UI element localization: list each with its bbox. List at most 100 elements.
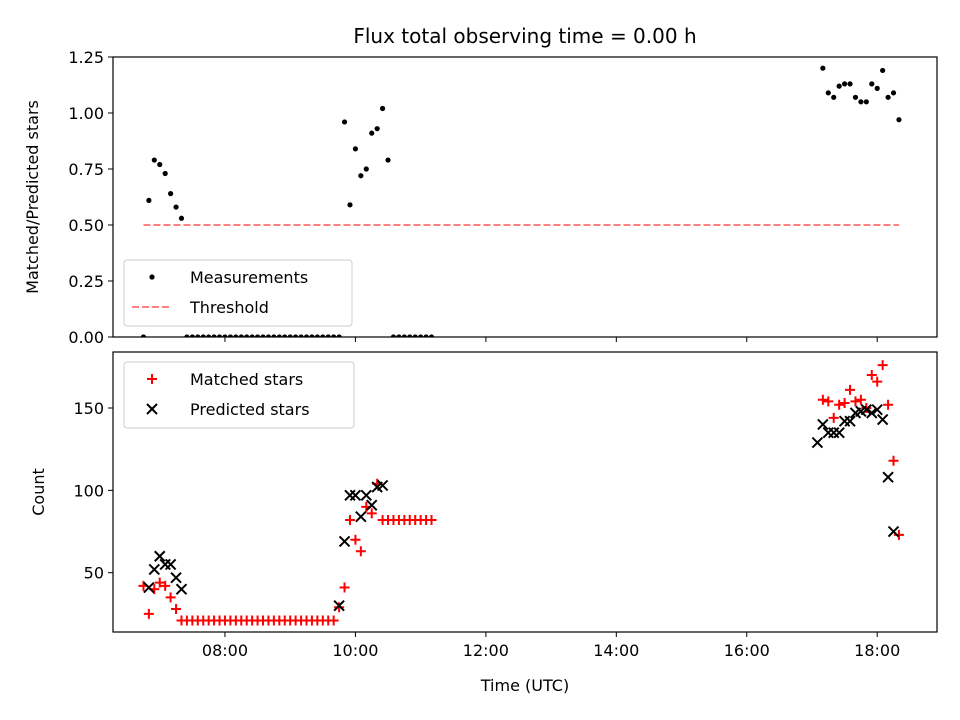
measurement-point <box>178 215 185 221</box>
measurement-point <box>825 90 831 96</box>
predicted-star-point <box>170 571 182 584</box>
matched-star-point <box>828 412 839 423</box>
measurement-point <box>358 173 364 179</box>
measurement-point <box>880 67 886 74</box>
measurement-point <box>249 334 255 337</box>
x-tick-label: 16:00 <box>724 641 770 660</box>
measurement-point <box>260 334 266 337</box>
matched-star-point <box>845 384 856 395</box>
measurement-point <box>162 170 168 177</box>
chart-title: Flux total observing time = 0.00 h <box>353 24 696 48</box>
matched-star-point <box>888 455 899 466</box>
measurement-point <box>157 161 163 168</box>
matched-star-point <box>426 515 437 525</box>
predicted-star-point <box>360 489 372 502</box>
measurement-point <box>320 334 326 337</box>
measurement-point <box>407 334 413 337</box>
measurement-point <box>831 94 837 100</box>
predicted-star-point <box>333 599 345 612</box>
count-axes: 08:00 10:00 12:00 14:00 16:00 18:00 50 100 150 C… <box>29 351 938 695</box>
matched-star-point <box>850 396 861 407</box>
measurement-point <box>151 157 157 163</box>
x-tick-label: 14:00 <box>593 641 639 660</box>
measurement-point <box>200 334 206 337</box>
measurement-point <box>216 334 223 337</box>
measurement-point <box>244 334 250 337</box>
ratio-y-tick-label: 0.75 <box>68 160 104 179</box>
measurement-point <box>428 334 435 337</box>
matched-star-point <box>817 394 828 405</box>
count-plot-area <box>138 360 904 626</box>
measurement-point <box>146 197 152 203</box>
matched-star-point <box>165 592 176 603</box>
predicted-star-point <box>175 583 188 595</box>
x-tick-label: 12:00 <box>463 641 509 660</box>
measurement-point <box>222 334 228 337</box>
predicted-star-point <box>159 558 171 571</box>
matched-star-point <box>366 508 377 519</box>
predicted-star-point <box>164 558 177 571</box>
legend-measurement-handle <box>149 274 155 280</box>
measurement-point <box>896 117 902 123</box>
matched-star-point <box>823 396 834 407</box>
x-tick-label: 18:00 <box>854 641 900 660</box>
predicted-star-point <box>349 489 362 502</box>
predicted-star-point <box>838 415 851 427</box>
measurement-point <box>195 334 201 337</box>
measurement-point <box>293 334 299 337</box>
matched-star-point <box>355 546 366 557</box>
predicted-star-point <box>376 479 389 492</box>
legend-predicted-handle <box>146 403 158 415</box>
matched-star-point <box>328 615 339 626</box>
measurement-point <box>309 334 315 337</box>
measurement-point <box>298 334 304 337</box>
legend-matched-handle <box>147 374 157 384</box>
predicted-star-point <box>833 426 845 439</box>
predicted-star-point <box>344 489 356 502</box>
legend-label: Matched stars <box>190 370 303 389</box>
measurement-point <box>352 146 359 152</box>
matched-star-point <box>171 603 182 614</box>
predicted-star-point <box>887 525 900 538</box>
measurement-point <box>168 191 174 197</box>
measurement-point <box>858 99 864 105</box>
measurement-point <box>314 334 320 337</box>
measurement-point <box>325 334 331 337</box>
predicted-star-point <box>148 563 161 576</box>
measurement-point <box>238 334 244 337</box>
measurement-point <box>282 334 288 337</box>
measurement-point <box>363 166 369 172</box>
measurement-point <box>885 94 891 100</box>
matched-star-point <box>855 394 866 405</box>
matched-star-point <box>872 376 883 387</box>
measurement-point <box>140 334 147 337</box>
measurement-point <box>206 334 212 337</box>
matched-star-point <box>866 370 877 381</box>
measurement-point <box>390 334 397 337</box>
x-tick-label: 10:00 <box>332 641 378 660</box>
ratio-legend: Measurements Threshold <box>123 259 353 327</box>
predicted-star-point <box>882 471 894 483</box>
measurement-point <box>852 94 859 100</box>
measurement-point <box>379 105 386 112</box>
measurement-point <box>287 334 293 337</box>
measurement-point <box>271 334 277 337</box>
predicted-star-point <box>860 403 873 416</box>
measurement-point <box>374 126 380 132</box>
predicted-star-point <box>871 403 883 416</box>
x-axis-label: Time (UTC) <box>480 676 569 695</box>
predicted-star-point <box>366 499 378 511</box>
measurement-point <box>211 334 217 337</box>
measurement-point <box>233 334 239 337</box>
measurement-point <box>396 334 402 337</box>
measurement-point <box>331 334 337 337</box>
measurement-point <box>385 157 391 163</box>
count-y-tick-label: 150 <box>73 399 104 418</box>
measurement-point <box>227 334 234 337</box>
measurement-point <box>276 334 282 337</box>
ratio-y-tick-label: 1.00 <box>68 104 104 123</box>
predicted-star-point <box>876 413 889 426</box>
ratio-y-axis-label: Matched/Predicted stars <box>23 100 42 294</box>
measurement-point <box>336 334 342 337</box>
